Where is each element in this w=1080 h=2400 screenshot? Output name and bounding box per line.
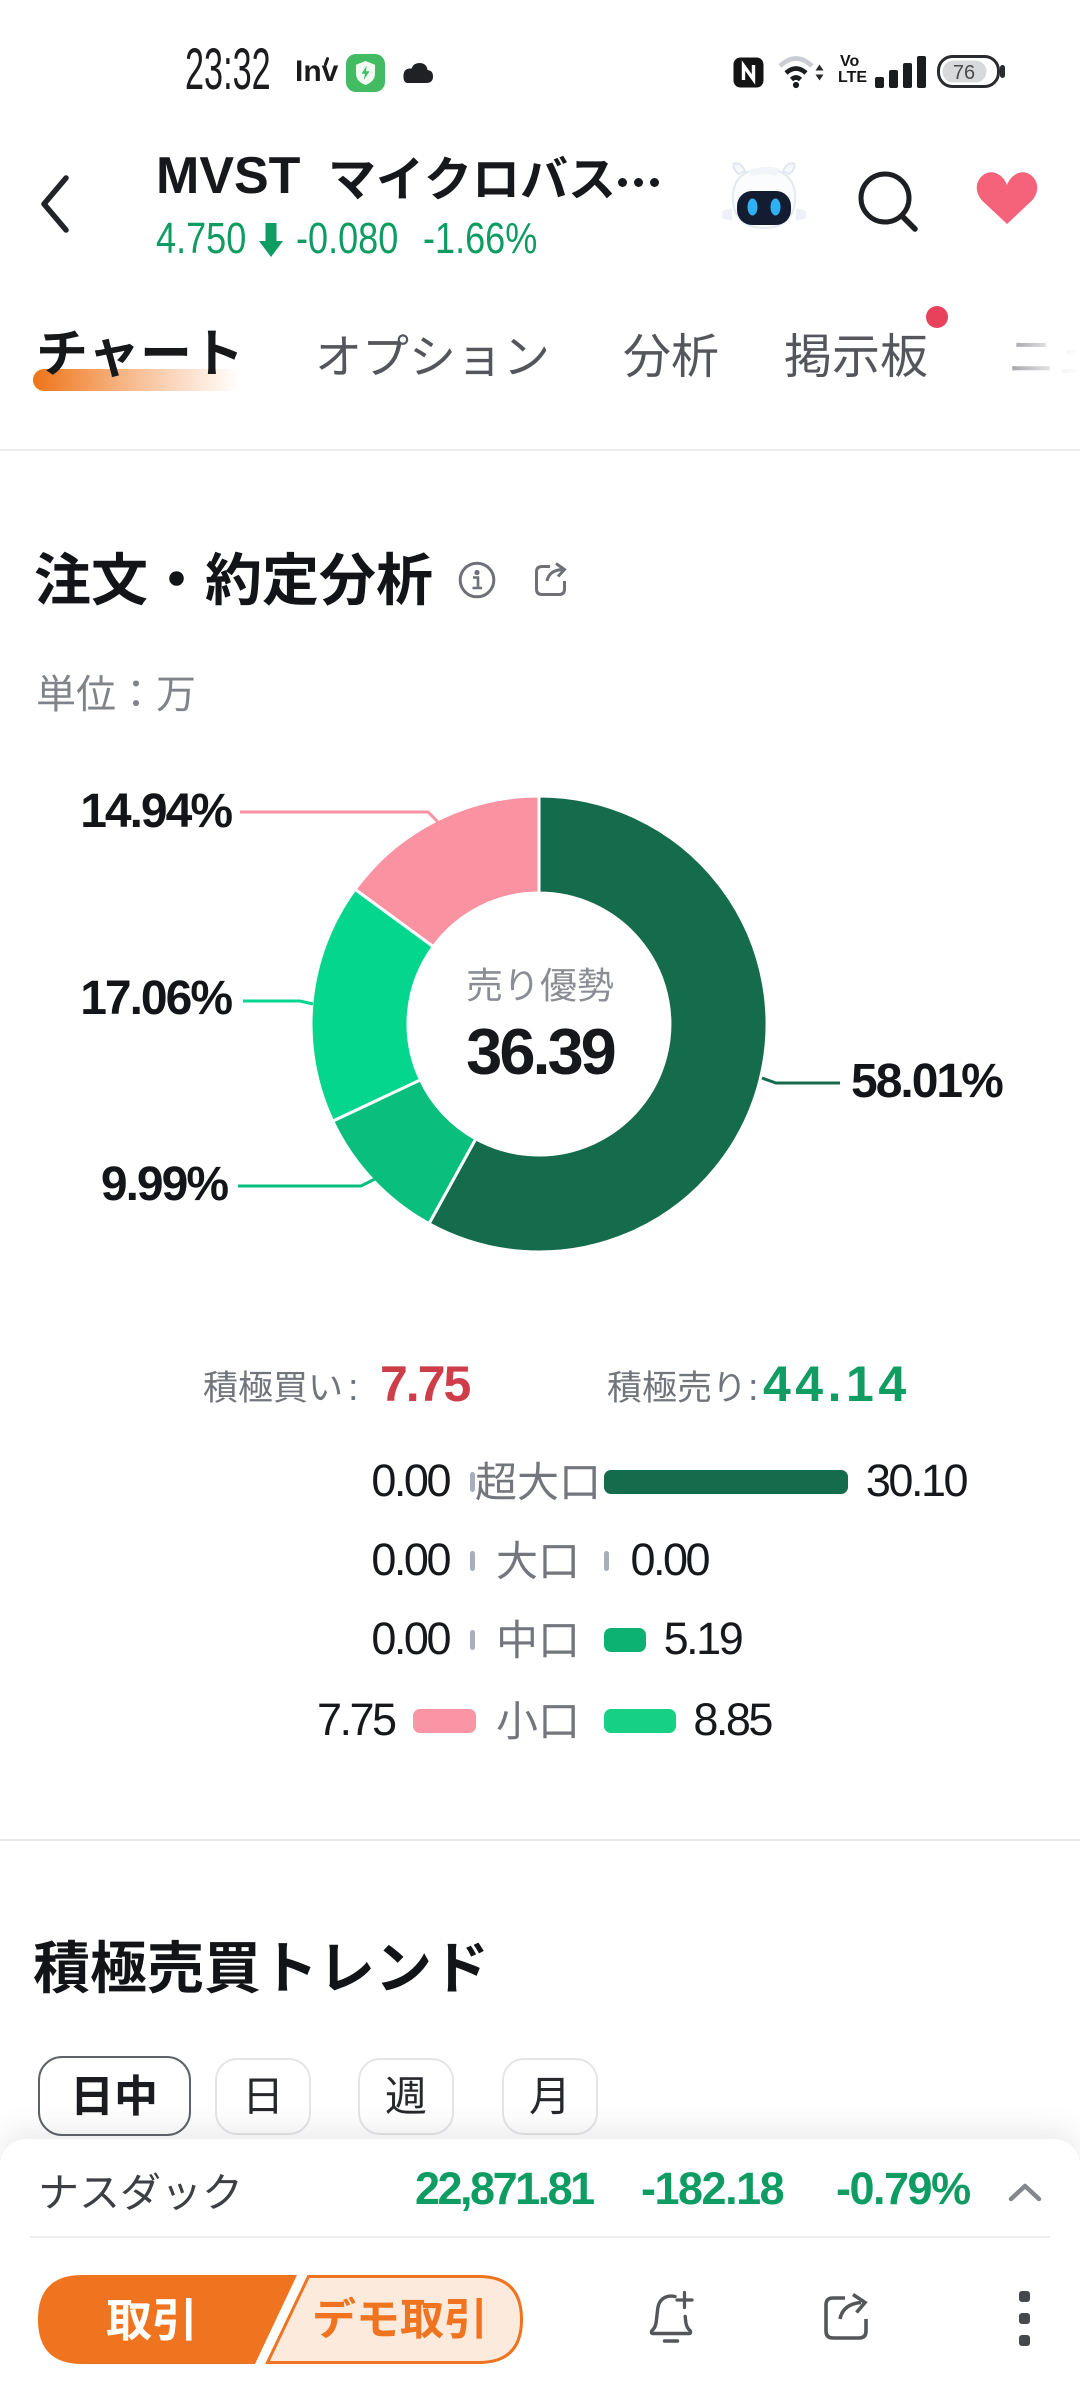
svg-text:76: 76 (953, 62, 975, 84)
